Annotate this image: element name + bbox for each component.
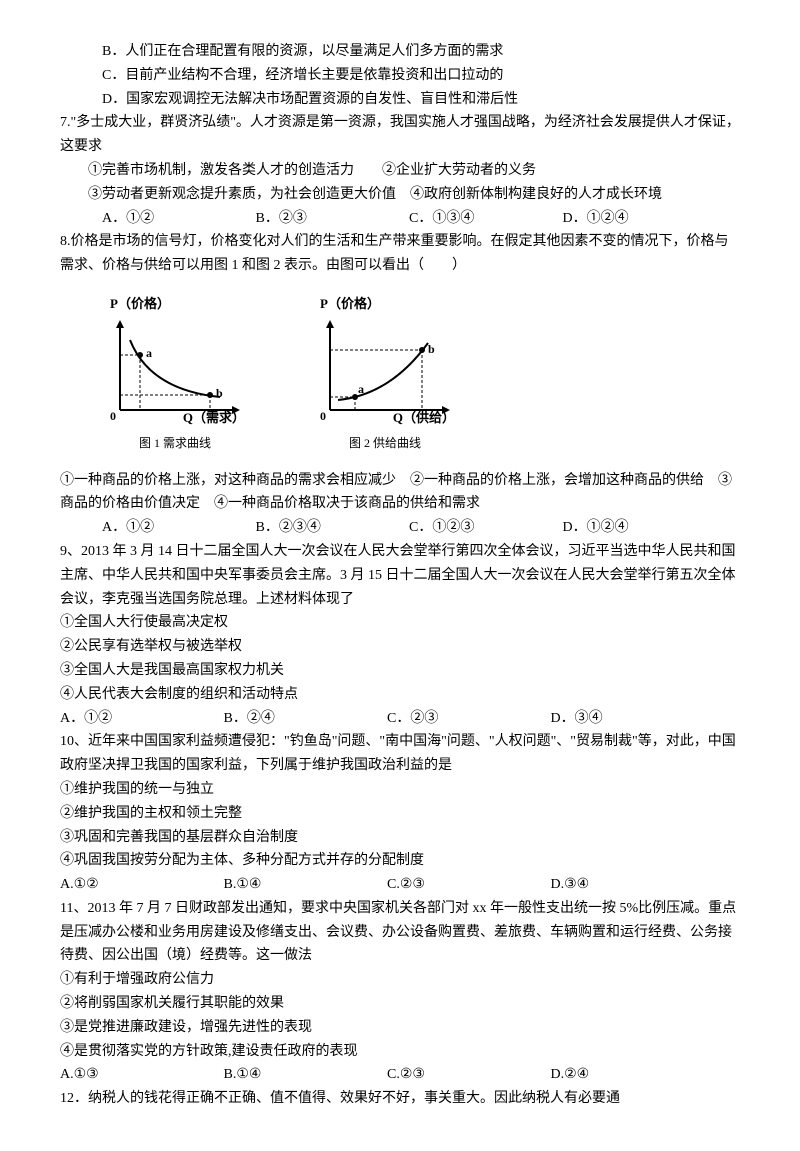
q10-l4: ④巩固我国按劳分配为主体、多种分配方式并存的分配制度 [60,849,740,873]
q11-l2: ②将削弱国家机关履行其职能的效果 [60,992,740,1016]
svg-text:a: a [146,346,152,360]
q11-choices: A.①③ B.①④ C.②③ D.②④ [60,1063,740,1087]
svg-text:0: 0 [320,409,326,423]
q11-b: B.①④ [224,1063,384,1087]
q7-stem: 7."多士成大业，群贤济弘绩"。人才资源是第一资源，我国实施人才强国战略，为经济… [60,111,740,159]
demand-caption: 图 1 需求曲线 [139,433,211,453]
q10-b: B.①④ [224,873,384,897]
q10-c: C.②③ [387,873,547,897]
q11-l3: ③是党推进廉政建设，增强先进性的表现 [60,1016,740,1040]
q11-l4: ④是贯彻落实党的方针政策,建设责任政府的表现 [60,1040,740,1064]
q7-d: D．①②④ [563,207,713,231]
q9-c: C．②③ [387,707,547,731]
q11-a: A.①③ [60,1063,220,1087]
demand-ylabel: P（价格） [110,293,170,315]
q9-choices: A．①② B．②④ C．②③ D．③④ [60,707,740,731]
q8-a: A．①② [102,516,252,540]
q9-l2: ②公民享有选举权与被选举权 [60,635,740,659]
q11-d: D.②④ [551,1063,651,1087]
option-b: B．人们正在合理配置有限的资源，以尽量满足人们多方面的需求 [60,40,740,64]
q10-l1: ①维护我国的统一与独立 [60,778,740,802]
q7-choices: A．①② B．②③ C．①③④ D．①②④ [60,207,740,231]
demand-chart: P（价格） a b 0 Q（需求） 图 1 需求曲线 [100,293,250,454]
svg-text:0: 0 [110,409,116,423]
q11-stem: 11、2013 年 7 月 7 日财政部发出通知，要求中央国家机关各部门对 xx… [60,897,740,968]
supply-chart: P（价格） a b 0 Q（供给） 图 2 供给曲线 [310,293,460,454]
q9-l4: ④人民代表大会制度的组织和活动特点 [60,683,740,707]
q11-l1: ①有利于增强政府公信力 [60,968,740,992]
q8-opts: ①一种商品的价格上涨，对这种商品的需求会相应减少 ②一种商品的价格上涨，会增加这… [60,469,740,517]
charts-row: P（价格） a b 0 Q（需求） 图 1 需求曲线 P（价格） [100,293,740,454]
svg-text:a: a [358,382,364,396]
q9-stem: 9、2013 年 3 月 14 日十二届全国人大一次会议在人民大会堂举行第四次全… [60,540,740,611]
q10-choices: A.①② B.①④ C.②③ D.③④ [60,873,740,897]
q7-line1: ①完善市场机制，激发各类人才的创造活力 ②企业扩大劳动者的义务 [60,159,740,183]
q8-stem: 8.价格是市场的信号灯，价格变化对人们的生活和生产带来重要影响。在假定其他因素不… [60,230,740,278]
q9-a: A．①② [60,707,220,731]
q10-l2: ②维护我国的主权和领土完整 [60,802,740,826]
q10-l3: ③巩固和完善我国的基层群众自治制度 [60,826,740,850]
q11-c: C.②③ [387,1063,547,1087]
q7-a: A．①② [102,207,252,231]
q8-d: D．①②④ [563,516,713,540]
q10-stem: 10、近年来中国国家利益频遭侵犯："钓鱼岛"问题、"南中国海"问题、"人权问题"… [60,730,740,778]
option-c: C．目前产业结构不合理，经济增长主要是依靠投资和出口拉动的 [60,64,740,88]
q8-c: C．①②③ [409,516,559,540]
q8-b: B．②③④ [256,516,406,540]
supply-caption: 图 2 供给曲线 [349,433,421,453]
q7-c: C．①③④ [409,207,559,231]
option-d: D．国家宏观调控无法解决市场配置资源的自发性、盲目性和滞后性 [60,88,740,112]
q7-line2: ③劳动者更新观念提升素质，为社会创造更大价值 ④政府创新体制构建良好的人才成长环… [60,183,740,207]
demand-xlabel: Q（需求） [183,407,245,429]
q9-l1: ①全国人大行使最高决定权 [60,611,740,635]
q12-stem: 12．纳税人的钱花得正确不正确、值不值得、效果好不好，事关重大。因此纳税人有必要… [60,1087,740,1111]
q7-b: B．②③ [256,207,406,231]
svg-text:b: b [216,386,223,400]
q9-d: D．③④ [551,707,651,731]
q8-choices: A．①② B．②③④ C．①②③ D．①②④ [60,516,740,540]
q10-a: A.①② [60,873,220,897]
q9-b: B．②④ [224,707,384,731]
q9-l3: ③全国人大是我国最高国家权力机关 [60,659,740,683]
q10-d: D.③④ [551,873,651,897]
supply-ylabel: P（价格） [320,293,380,315]
svg-text:b: b [428,342,435,356]
supply-xlabel: Q（供给） [393,407,455,429]
